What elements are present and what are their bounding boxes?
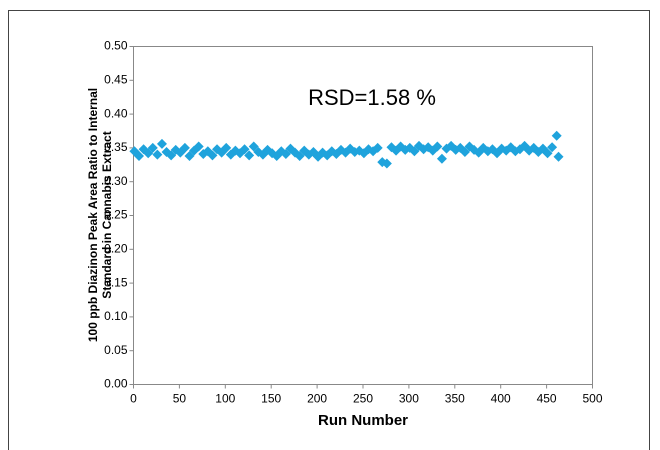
y-axis-label: Standard in Cannabis Extract — [100, 131, 114, 298]
x-tick-label: 450 — [537, 392, 557, 406]
data-point — [553, 151, 564, 162]
x-tick-label: 500 — [582, 392, 602, 406]
x-tick-label: 400 — [491, 392, 511, 406]
y-axis-label: 100 ppb Diazinon Peak Area Ratio to Inte… — [86, 88, 100, 342]
data-point — [179, 142, 190, 153]
x-tick-label: 300 — [399, 392, 419, 406]
data-point — [134, 151, 145, 162]
data-point — [372, 142, 383, 153]
x-tick-label: 200 — [307, 392, 327, 406]
y-tick-label: 0.05 — [104, 343, 128, 357]
x-tick-label: 100 — [215, 392, 235, 406]
data-point — [156, 138, 167, 149]
x-tick-label: 250 — [353, 392, 373, 406]
data-point — [147, 142, 158, 153]
data-point — [221, 142, 232, 153]
annotation: RSD=1.58 % — [308, 85, 436, 110]
y-tick-label: 0.10 — [104, 309, 128, 323]
data-point — [381, 158, 392, 169]
y-tick-label: 0.40 — [104, 106, 128, 120]
y-tick-label: 0.45 — [104, 72, 128, 86]
data-point — [551, 130, 562, 141]
y-tick-label: 0.25 — [104, 208, 128, 222]
y-tick-label: 0.35 — [104, 140, 128, 154]
x-tick-label: 150 — [261, 392, 281, 406]
data-point — [244, 150, 255, 161]
data-point — [542, 148, 553, 159]
x-tick-label: 350 — [445, 392, 465, 406]
data-point — [239, 144, 250, 155]
y-tick-label: 0.20 — [104, 241, 128, 255]
data-point — [547, 142, 558, 153]
data-point — [193, 141, 204, 152]
x-axis-label: Run Number — [318, 412, 408, 429]
x-tick-label: 50 — [173, 392, 187, 406]
y-tick-label: 0.30 — [104, 174, 128, 188]
y-tick-label: 0.15 — [104, 275, 128, 289]
x-tick-label: 0 — [130, 392, 137, 406]
data-point — [207, 150, 218, 161]
data-point — [436, 153, 447, 164]
data-point — [432, 141, 443, 152]
y-tick-label: 0.00 — [104, 377, 128, 391]
y-tick-label: 0.50 — [104, 39, 128, 53]
chart-frame — [8, 10, 650, 450]
data-point — [152, 149, 163, 160]
